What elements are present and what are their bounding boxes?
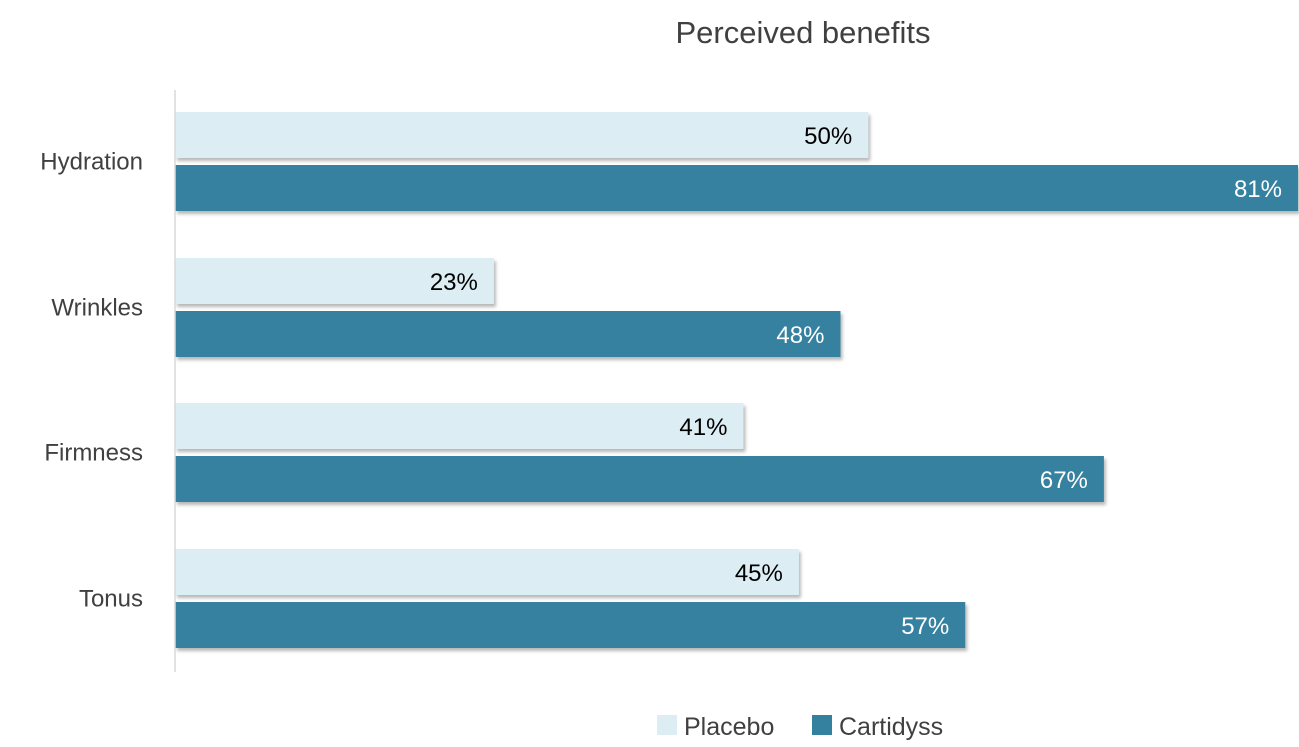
bar-group-wrinkles: Wrinkles 23% 48% (51, 258, 841, 357)
chart-title: Perceived benefits (675, 15, 930, 50)
legend-swatch (657, 715, 677, 735)
bar-placebo-firmness (175, 403, 744, 449)
legend-label: Placebo (684, 713, 774, 741)
legend-item-cartidyss: Cartidyss (812, 713, 943, 741)
bar-group-hydration: Hydration 50% 81% (40, 112, 1298, 211)
legend-label: Cartidyss (839, 713, 943, 741)
bar-cartidyss-tonus (175, 602, 966, 648)
data-label: 57% (901, 613, 949, 640)
bars-layer: Hydration 50% 81% Wrinkles 23% 48% Firmness 41%… (40, 112, 1298, 648)
bar-placebo-tonus (175, 549, 799, 595)
bar-cartidyss-wrinkles (175, 311, 841, 357)
data-label: 45% (735, 560, 783, 587)
category-label: Wrinkles (51, 295, 143, 322)
legend: Placebo Cartidyss (657, 713, 943, 741)
bar-group-firmness: Firmness 41% 67% (44, 403, 1104, 502)
data-label: 23% (430, 269, 478, 296)
data-label: 67% (1040, 467, 1088, 494)
legend-item-placebo: Placebo (657, 713, 774, 741)
category-label: Tonus (79, 586, 143, 613)
category-label: Hydration (40, 149, 143, 176)
bar-cartidyss-hydration (175, 165, 1298, 211)
bar-placebo-hydration (175, 112, 869, 158)
legend-swatch (812, 715, 832, 735)
bar-group-tonus: Tonus 45% 57% (79, 549, 966, 648)
data-label: 50% (804, 123, 852, 150)
data-label: 41% (679, 414, 727, 441)
category-label: Firmness (44, 440, 143, 467)
bar-placebo-wrinkles (175, 258, 494, 304)
data-label: 81% (1234, 176, 1282, 203)
bar-cartidyss-firmness (175, 456, 1104, 502)
data-label: 48% (776, 322, 824, 349)
